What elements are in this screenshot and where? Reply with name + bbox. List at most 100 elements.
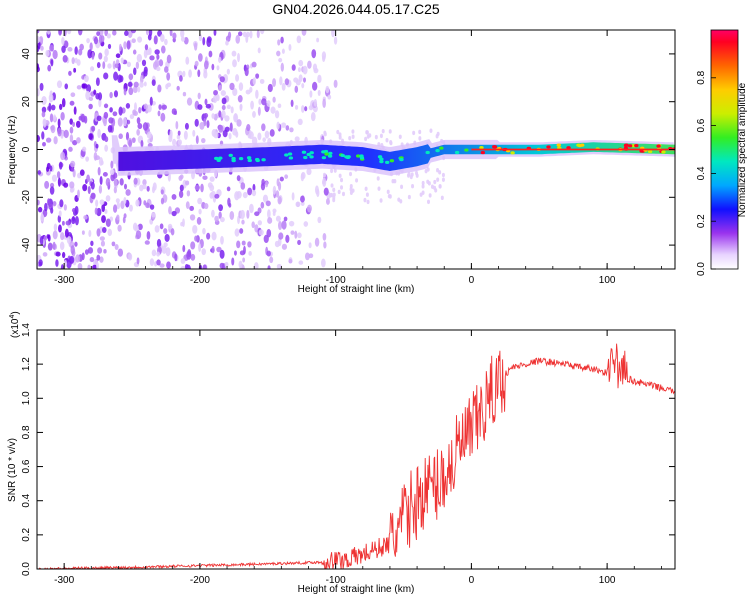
spectrogram-noise-cell: [245, 89, 251, 95]
spectrogram-noise-cell: [387, 193, 391, 199]
spectrogram-noise-cell: [126, 40, 131, 50]
figure-title: GN04.2026.044.05.17.C25: [272, 1, 440, 17]
spectrogram-noise-cell: [72, 121, 76, 128]
spectrogram-noise-cell: [255, 73, 260, 79]
spectrogram-noise-cell: [123, 197, 127, 205]
spectrogram-noise-cell: [183, 37, 189, 45]
spectrogram-noise-cell: [381, 128, 385, 134]
spectrogram-noise-cell: [426, 179, 430, 185]
spectrogram-noise-cell: [139, 75, 144, 84]
spectrogram-noise-cell: [267, 265, 271, 269]
signal-hotspot: [231, 159, 236, 163]
spectrogram-noise-cell: [217, 56, 222, 63]
spectrogram-noise-cell: [69, 181, 75, 189]
spectrogram-noise-cell: [131, 38, 136, 44]
colorbar: 0.0 0.2 0.4 0.6 0.8 Normalized spectral ampl…: [696, 29, 748, 276]
snr-series-line: [37, 343, 675, 569]
spectrogram-noise-cell: [348, 135, 352, 141]
spectrogram-noise-cell: [115, 59, 120, 65]
spectrogram-noise-cell: [265, 200, 271, 207]
spectrogram-noise-cell: [308, 253, 314, 259]
spectrogram-noise-cell: [252, 183, 256, 192]
spectrogram-noise-cell: [156, 259, 161, 266]
spectrogram-noise-cell: [322, 180, 326, 185]
spectrogram-signal-ridge: [111, 135, 675, 176]
spectrogram-noise-cell: [250, 100, 254, 110]
spectrogram-noise-cell: [45, 137, 52, 143]
spectrogram-noise-cell: [69, 118, 73, 125]
spectrogram-noise-cell: [234, 228, 240, 237]
spectrogram-noise-cell: [240, 182, 246, 190]
signal-hotspot: [580, 143, 585, 147]
spectrogram-noise-cell: [254, 262, 259, 269]
spectrogram-noise-cell: [317, 74, 322, 84]
spectrogram-noise-cell: [188, 69, 192, 78]
spectrogram-noise-cell: [143, 49, 148, 59]
spectrogram-noise-cell: [131, 137, 136, 143]
spectrogram-noise-cell: [126, 61, 132, 68]
spectrogram-noise-cell: [47, 242, 53, 251]
spectrogram-noise-cell: [50, 104, 56, 111]
spectrogram-noise-cell: [284, 78, 290, 86]
spectrogram-noise-cell: [74, 46, 78, 55]
spectrogram-noise-cell: [161, 104, 167, 110]
spectrogram-noise-cell: [297, 239, 302, 246]
spectrogram-noise-cell: [51, 174, 58, 182]
spectrogram-noise-cell: [176, 85, 180, 91]
spectrogram-noise-cell: [135, 199, 140, 207]
signal-hotspot: [425, 150, 430, 155]
spectrogram-noise-cell: [247, 133, 252, 139]
spectrogram-noise-cell: [37, 135, 40, 143]
spectrogram-noise-cell: [211, 63, 215, 71]
signal-hotspot: [288, 156, 294, 160]
spectrogram-noise-cell: [441, 177, 445, 182]
spectrogram-noise-cell: [165, 247, 171, 257]
spectrogram-noise-cell: [77, 189, 80, 199]
spectrogram-noise-cell: [279, 76, 283, 86]
spectrogram-noise-cell: [224, 115, 230, 122]
spectrogram-noise-cell: [224, 126, 230, 132]
spectrogram-noise-cell: [325, 85, 330, 94]
spectrogram-noise-cell: [288, 220, 295, 227]
spectrogram-noise-cell: [260, 182, 266, 191]
spectrogram-noise-cell: [101, 203, 106, 213]
spectrogram-noise-cell: [185, 180, 190, 186]
spectrogram-noise-cell: [118, 133, 123, 140]
snr-multiplier: (x104): [9, 311, 21, 338]
spectrogram-noise-cell: [82, 146, 87, 152]
signal-hotspot: [301, 150, 307, 154]
snr-x-tick-label: 100: [599, 575, 616, 586]
spectrogram-noise-cell: [135, 61, 140, 70]
spectrogram-noise-cell: [216, 65, 220, 71]
spectrogram-noise-cell: [184, 122, 189, 130]
spectrogram-noise-cell: [52, 241, 56, 250]
spectrogram-noise-cell: [323, 131, 327, 137]
spectrogram-noise-cell: [313, 67, 319, 74]
spectrogram-noise-cell: [160, 112, 166, 122]
signal-hotspot: [454, 150, 460, 155]
spectrogram-noise-cell: [180, 30, 185, 38]
spectrogram-noise-cell: [281, 82, 286, 91]
spectrogram-noise-cell: [412, 130, 416, 136]
spectrogram-noise-cell: [294, 105, 299, 110]
spectrogram-noise-cell: [219, 76, 225, 83]
spectrogram-noise-cell: [272, 185, 277, 195]
spectrogram-noise-cell: [332, 192, 336, 197]
spectrogram-noise-cell: [304, 106, 308, 112]
spectrogram-noise-cell: [393, 179, 397, 184]
spectrogram-noise-cell: [260, 30, 265, 35]
spectrogram-noise-cell: [128, 253, 133, 261]
spectrogram-noise-cell: [85, 90, 91, 101]
spectrogram-noise-cell: [59, 199, 64, 208]
spectrogram-noise-cell: [87, 247, 94, 254]
spectrogram-noise-cell: [77, 30, 83, 36]
spectrogram-noise-cell: [376, 176, 380, 181]
signal-hotspot: [384, 160, 390, 165]
spectrogram-noise-cell: [118, 106, 123, 116]
spectrogram-noise-cell: [241, 240, 246, 246]
spectrogram-noise-cell: [307, 60, 312, 69]
spectrogram-noise-cell: [37, 206, 43, 213]
spectrogram-noise-cell: [148, 30, 153, 37]
spectrogram-noise-cell: [53, 136, 58, 145]
spectrogram-noise-cell: [400, 184, 404, 190]
